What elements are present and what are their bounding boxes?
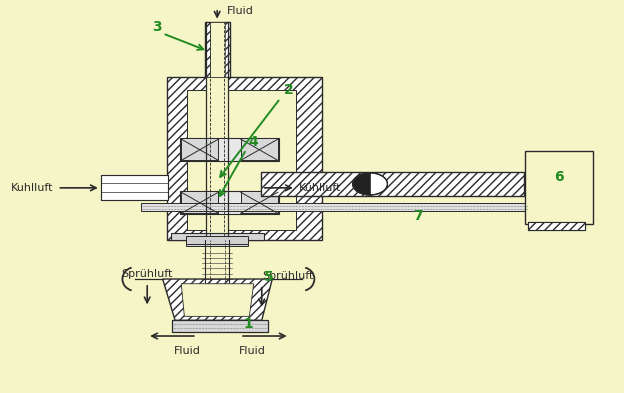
Circle shape: [353, 173, 388, 195]
Bar: [141, 203, 528, 211]
Bar: [100, 175, 168, 200]
Bar: [172, 320, 268, 332]
Bar: [181, 138, 218, 160]
Bar: [241, 191, 278, 213]
Text: 2: 2: [283, 83, 293, 97]
Bar: [186, 238, 248, 246]
Bar: [525, 151, 593, 224]
Bar: [100, 175, 168, 200]
Text: 7: 7: [414, 209, 423, 223]
Text: Fluid: Fluid: [174, 346, 201, 356]
Text: 4: 4: [248, 135, 258, 149]
Bar: [260, 172, 524, 196]
Polygon shape: [353, 173, 370, 195]
Bar: [187, 90, 296, 230]
Bar: [528, 222, 585, 230]
Text: Kühlluft: Kühlluft: [299, 183, 341, 193]
Bar: [528, 222, 585, 230]
Text: Sprühluft: Sprühluft: [261, 271, 313, 281]
Bar: [167, 77, 322, 240]
Bar: [181, 191, 218, 213]
Bar: [205, 22, 230, 77]
Text: Kuhlluft: Kuhlluft: [11, 183, 53, 193]
Bar: [205, 240, 229, 293]
Text: 3: 3: [152, 20, 162, 34]
Polygon shape: [163, 279, 272, 320]
Text: 5: 5: [263, 270, 273, 284]
Bar: [180, 191, 279, 214]
Bar: [186, 236, 248, 244]
Bar: [241, 138, 278, 160]
Polygon shape: [181, 284, 254, 316]
Text: Fluid: Fluid: [239, 346, 266, 356]
Text: 6: 6: [554, 170, 564, 184]
Bar: [210, 22, 225, 77]
Bar: [171, 233, 263, 240]
Text: 1: 1: [243, 317, 253, 331]
Bar: [206, 77, 228, 236]
Text: Fluid: Fluid: [227, 6, 253, 16]
Text: Sprühluft: Sprühluft: [122, 269, 173, 279]
Bar: [180, 138, 279, 161]
